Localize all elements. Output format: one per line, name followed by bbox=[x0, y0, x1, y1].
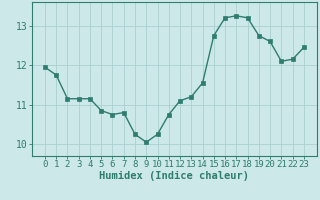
X-axis label: Humidex (Indice chaleur): Humidex (Indice chaleur) bbox=[100, 171, 249, 181]
